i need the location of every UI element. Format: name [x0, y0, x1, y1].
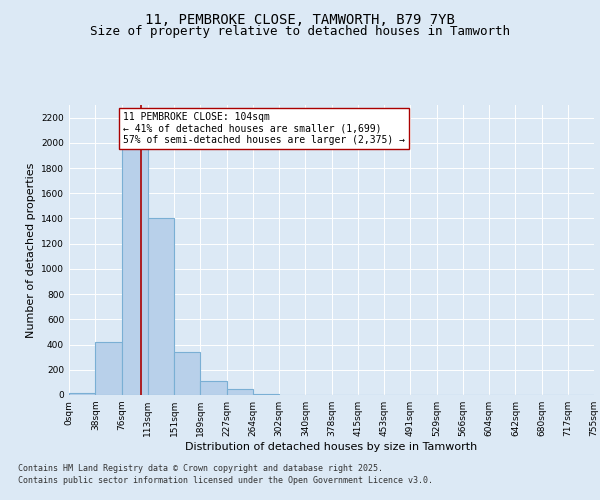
Text: Contains public sector information licensed under the Open Government Licence v3: Contains public sector information licen…	[18, 476, 433, 485]
Text: 11, PEMBROKE CLOSE, TAMWORTH, B79 7YB: 11, PEMBROKE CLOSE, TAMWORTH, B79 7YB	[145, 12, 455, 26]
Bar	[122, 132, 148, 395]
Text: 11 PEMBROKE CLOSE: 104sqm
← 41% of detached houses are smaller (1,699)
57% of se: 11 PEMBROKE CLOSE: 104sqm ← 41% of detac…	[123, 112, 405, 145]
Bar	[148, 218, 174, 395]
Bar	[200, 381, 227, 395]
Bar	[174, 352, 200, 395]
Y-axis label: Number of detached properties: Number of detached properties	[26, 162, 35, 338]
Bar	[69, 392, 95, 395]
Bar	[95, 342, 122, 395]
Bar	[227, 388, 253, 395]
Text: Contains HM Land Registry data © Crown copyright and database right 2025.: Contains HM Land Registry data © Crown c…	[18, 464, 383, 473]
Bar	[253, 394, 279, 395]
X-axis label: Distribution of detached houses by size in Tamworth: Distribution of detached houses by size …	[185, 442, 478, 452]
Text: Size of property relative to detached houses in Tamworth: Size of property relative to detached ho…	[90, 25, 510, 38]
